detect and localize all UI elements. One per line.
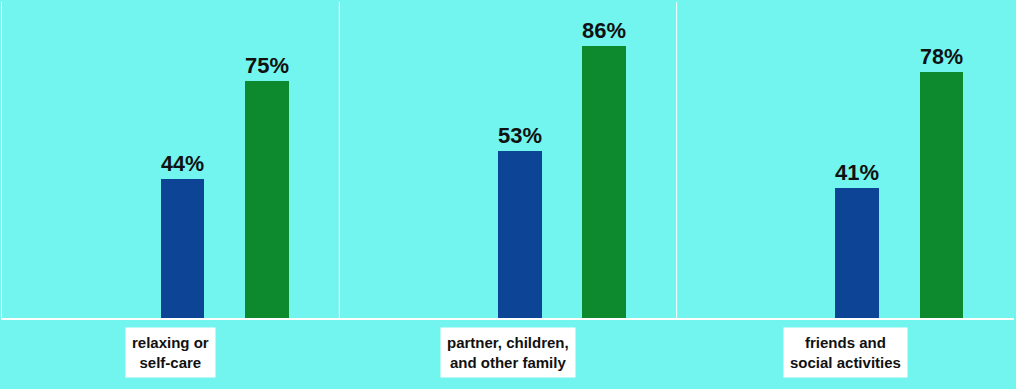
- svg-text:41%: 41%: [835, 160, 879, 185]
- svg-text:75%: 75%: [245, 53, 289, 78]
- svg-text:relaxing orself-care: relaxing orself-care: [132, 334, 209, 371]
- svg-text:friends andsocial activities: friends andsocial activities: [790, 334, 901, 371]
- svg-text:partner, children,and other fa: partner, children,and other family: [447, 334, 569, 371]
- svg-text:53%: 53%: [498, 123, 542, 148]
- svg-text:86%: 86%: [582, 18, 626, 43]
- svg-text:78%: 78%: [920, 45, 963, 69]
- svg-text:44%: 44%: [161, 152, 204, 176]
